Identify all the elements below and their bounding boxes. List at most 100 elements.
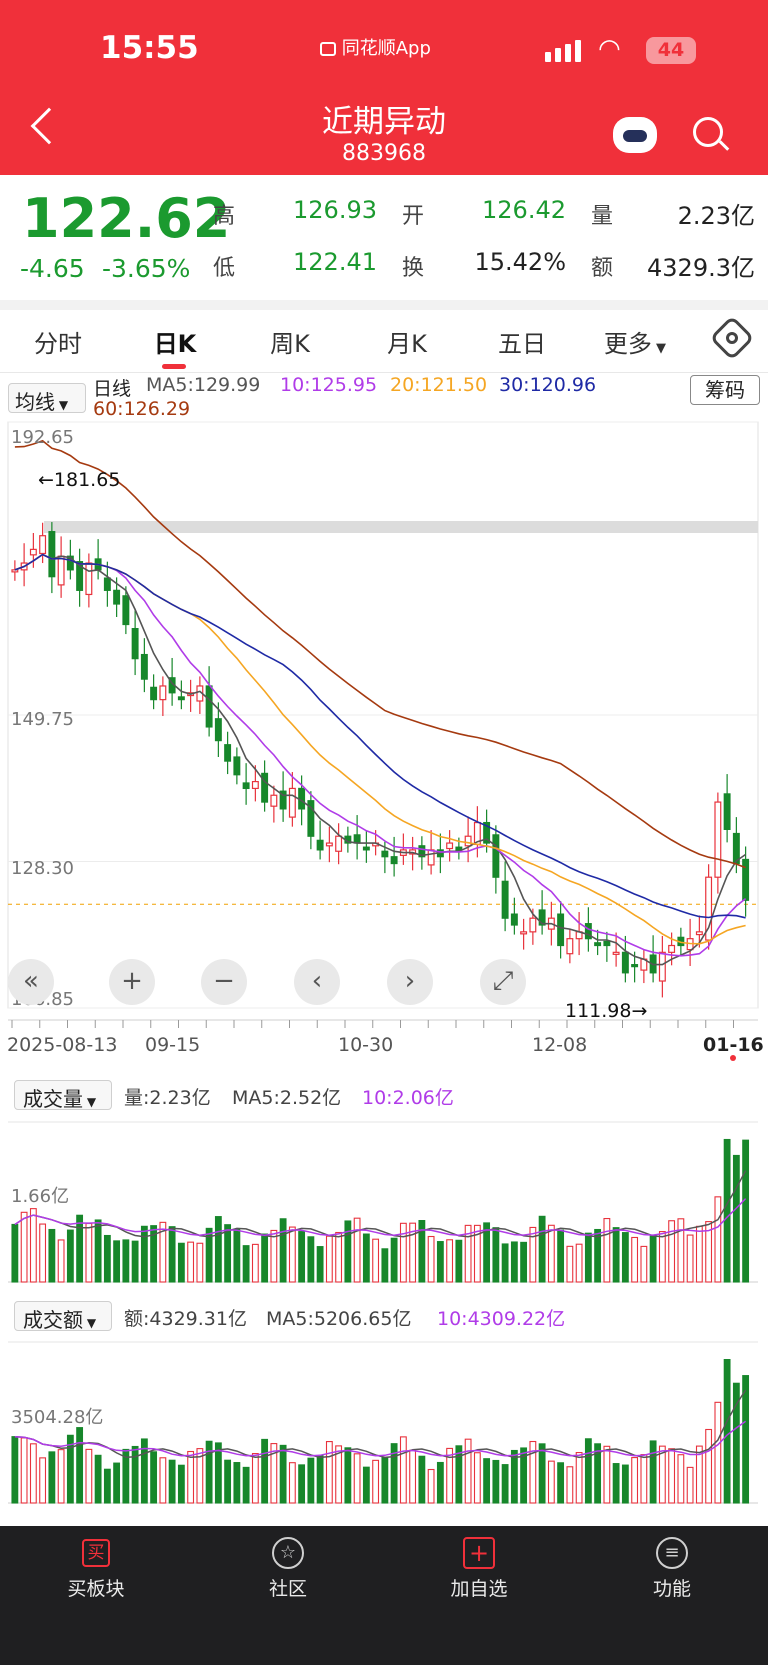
- chips-button[interactable]: 筹码: [690, 375, 760, 405]
- amount-bar: [242, 1466, 250, 1504]
- amount-bar: [510, 1449, 518, 1504]
- amount-bar: [224, 1459, 232, 1504]
- turnover-label: 换: [402, 256, 425, 281]
- volume-bar: [483, 1222, 491, 1283]
- amount-bar: [39, 1457, 47, 1504]
- amount-select-label: 成交额: [23, 1308, 83, 1332]
- amount-bar: [150, 1451, 158, 1504]
- menu-icon[interactable]: ≡: [656, 1537, 688, 1569]
- volume-bar: [20, 1211, 28, 1283]
- volume-bar: [66, 1229, 74, 1283]
- candle-body: [140, 653, 148, 680]
- volume-bar: [658, 1231, 666, 1283]
- amount-bar: [57, 1449, 65, 1504]
- candle-body: [335, 835, 343, 852]
- tabs-divider: [0, 372, 768, 373]
- volume-value: 2.23亿: [677, 202, 755, 230]
- candle-body: [131, 628, 139, 660]
- last-price: 122.62: [22, 187, 231, 250]
- volume-bar: [168, 1226, 176, 1283]
- pan-left-button[interactable]: ‹: [294, 959, 340, 1005]
- amount-bar: [131, 1445, 139, 1504]
- amount-bar: [520, 1447, 528, 1504]
- amount-indicator-select[interactable]: 成交额 ▼: [14, 1301, 112, 1332]
- page-title: 近期异动: [322, 104, 446, 140]
- amount-bar: [631, 1457, 639, 1504]
- candle-body: [279, 790, 287, 810]
- volume-bar: [140, 1225, 148, 1283]
- indicator-select[interactable]: 均线 ▼: [8, 383, 86, 414]
- volume-label: 量: [591, 204, 614, 229]
- search-icon[interactable]: [693, 117, 723, 147]
- candle-body: [658, 951, 666, 982]
- open-value: 126.42: [482, 196, 566, 224]
- tab-monthly-k[interactable]: 月K: [387, 330, 427, 358]
- signal-icon: [545, 38, 585, 62]
- tab-daily-k[interactable]: 日K: [153, 330, 197, 358]
- tab-more[interactable]: 更多 ▼: [590, 324, 680, 359]
- volume-bar: [520, 1241, 528, 1283]
- tab-intraday[interactable]: 分时: [34, 330, 82, 358]
- buy-icon[interactable]: 买: [82, 1539, 110, 1567]
- top-bar: 15:55 同花顺App ◠ 44 近期异动 883968: [0, 0, 768, 175]
- volume-bar: [242, 1245, 250, 1283]
- nav-buy-sector[interactable]: 买板块: [67, 1578, 125, 1600]
- volume-bar: [409, 1222, 417, 1283]
- amount-ma10-line: [14, 1420, 747, 1457]
- zoom-in-button[interactable]: +: [109, 959, 155, 1005]
- candle-body: [612, 951, 620, 955]
- active-tab-indicator: [162, 364, 186, 369]
- zoom-out-button[interactable]: −: [201, 959, 247, 1005]
- nav-functions[interactable]: 功能: [652, 1578, 691, 1600]
- ma30-legend: 30:120.96: [499, 374, 597, 396]
- volume-bar: [11, 1223, 19, 1283]
- candle-body: [695, 931, 703, 936]
- amount-bar: [501, 1464, 509, 1504]
- volume-bar: [640, 1245, 648, 1283]
- volume-bar: [298, 1231, 306, 1283]
- candle-body: [103, 577, 111, 591]
- volume-bar: [381, 1248, 389, 1283]
- current-date-dot: [730, 1055, 736, 1061]
- pan-right-button[interactable]: ›: [387, 959, 433, 1005]
- volume-bar: [362, 1233, 370, 1283]
- volume-bar: [372, 1238, 380, 1283]
- fullscreen-button[interactable]: ⤢: [480, 959, 526, 1005]
- volume-bar: [686, 1234, 694, 1283]
- amount-bar: [455, 1445, 463, 1504]
- candle-body: [353, 834, 361, 844]
- volume-bar: [325, 1235, 333, 1283]
- candle-body: [66, 555, 74, 571]
- volume-bar: [455, 1239, 463, 1283]
- amount-level-label: 3504.28亿: [11, 1407, 104, 1428]
- amount-bar: [668, 1448, 676, 1504]
- robot-icon[interactable]: [613, 117, 657, 153]
- ma60-line: [14, 439, 746, 869]
- volume-bar: [270, 1229, 278, 1283]
- volume-bar: [723, 1138, 731, 1283]
- amount-bar: [85, 1448, 93, 1504]
- candle-body: [270, 794, 278, 807]
- candle-body: [390, 856, 398, 865]
- amount-bar: [658, 1445, 666, 1504]
- community-star-icon[interactable]: ☆: [272, 1537, 304, 1569]
- volume-indicator-select[interactable]: 成交量 ▼: [14, 1080, 112, 1111]
- amount-bar: [251, 1453, 259, 1504]
- nav-community[interactable]: 社区: [268, 1578, 307, 1600]
- add-watchlist-icon[interactable]: +: [463, 1537, 495, 1569]
- amount-bar: [732, 1382, 740, 1504]
- volume-bar: [279, 1218, 287, 1283]
- candle-body: [723, 793, 731, 830]
- tab-weekly-k[interactable]: 周K: [270, 330, 310, 358]
- caret-down-icon: ▼: [83, 1095, 97, 1109]
- low-label: 低: [213, 256, 236, 281]
- tab-five-day[interactable]: 五日: [498, 330, 546, 358]
- candle-body: [113, 589, 121, 605]
- volume-bar: [399, 1222, 407, 1283]
- nav-add-watchlist[interactable]: 加自选: [450, 1578, 508, 1600]
- candle-body: [39, 535, 47, 555]
- amount-bar: [122, 1448, 130, 1504]
- volume-bar: [668, 1220, 676, 1283]
- scroll-start-button[interactable]: «: [8, 959, 54, 1005]
